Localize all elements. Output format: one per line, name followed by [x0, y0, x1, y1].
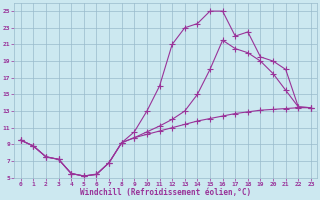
X-axis label: Windchill (Refroidissement éolien,°C): Windchill (Refroidissement éolien,°C)	[80, 188, 252, 197]
